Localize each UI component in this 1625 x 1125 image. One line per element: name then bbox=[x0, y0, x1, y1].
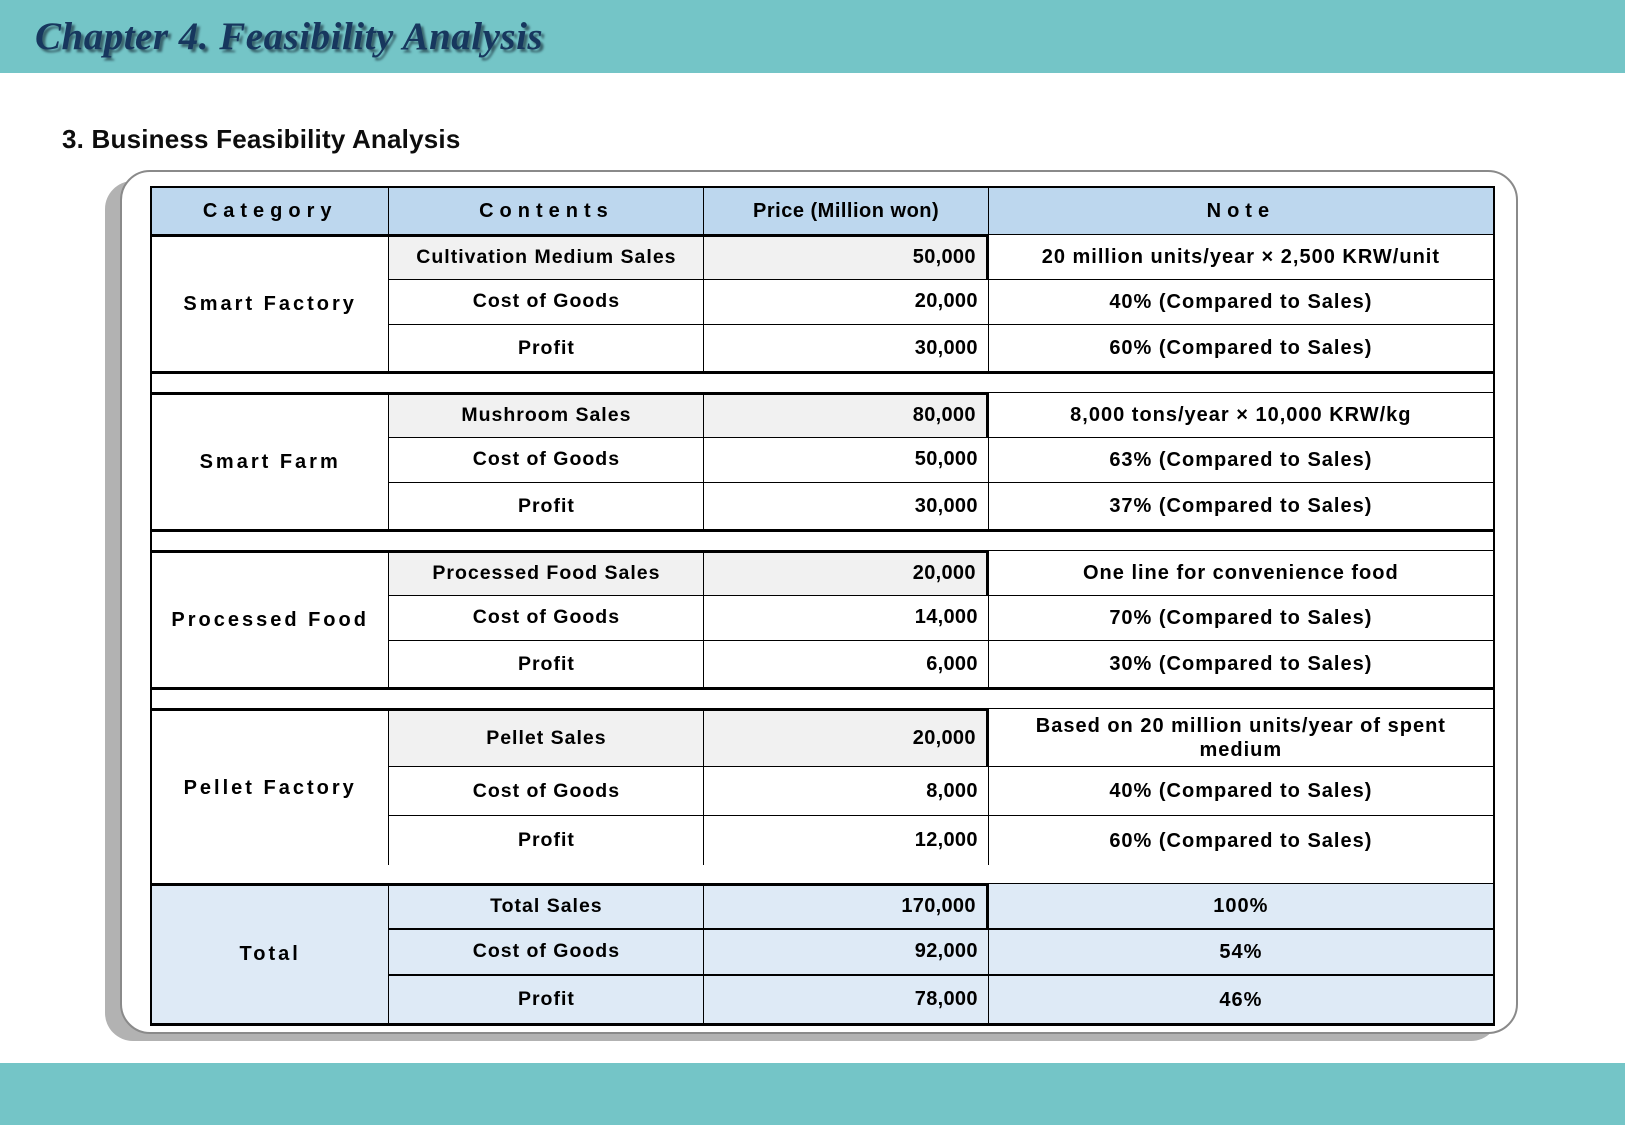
table-group-processed-food: Processed Food Processed Food Sales 20,000… bbox=[152, 550, 1493, 690]
group-spacer bbox=[152, 532, 1493, 550]
note-cell: 60% (Compared to Sales) bbox=[988, 816, 1493, 865]
header-contents: Contents bbox=[389, 188, 705, 234]
contents-cell: Total Sales bbox=[389, 883, 705, 930]
header-category: Category bbox=[152, 188, 390, 234]
price-cell: 20,000 bbox=[704, 708, 989, 767]
group-spacer bbox=[152, 374, 1493, 392]
price-cell: 30,000 bbox=[704, 483, 989, 529]
category-cell-total: Total bbox=[152, 883, 390, 1023]
contents-cell: Cost of Goods bbox=[389, 767, 705, 816]
contents-cell: Profit bbox=[389, 641, 705, 687]
contents-cell: Pellet Sales bbox=[389, 708, 705, 767]
table-group-smart-farm: Smart Farm Mushroom Sales 80,000 8,000 tons… bbox=[152, 392, 1493, 532]
footer-band bbox=[0, 1063, 1625, 1125]
note-cell: 40% (Compared to Sales) bbox=[988, 279, 1493, 326]
price-cell: 6,000 bbox=[704, 641, 989, 687]
price-cell: 170,000 bbox=[704, 883, 989, 930]
note-cell: 30% (Compared to Sales) bbox=[988, 641, 1493, 687]
price-cell: 20,000 bbox=[704, 279, 989, 326]
contents-cell: Cost of Goods bbox=[389, 437, 705, 484]
chapter-title: Chapter 4. Feasibility Analysis bbox=[35, 15, 544, 58]
price-cell: 92,000 bbox=[704, 929, 989, 977]
note-cell: 63% (Compared to Sales) bbox=[988, 437, 1493, 484]
note-cell: 54% bbox=[988, 929, 1493, 977]
price-cell: 30,000 bbox=[704, 325, 989, 371]
category-cell-processed-food: Processed Food bbox=[152, 550, 390, 687]
table-panel: Category Contents Price (Million won) No… bbox=[120, 170, 1518, 1034]
header-price: Price (Million won) bbox=[704, 188, 989, 234]
table-group-total: Total Total Sales 170,000 100% Cost of Goods… bbox=[152, 883, 1493, 1023]
feasibility-table-body: Smart Factory Cultivation Medium Sales 50,… bbox=[152, 234, 1493, 1023]
price-cell: 20,000 bbox=[704, 550, 989, 596]
contents-cell: Profit bbox=[389, 325, 705, 371]
contents-cell: Profit bbox=[389, 816, 705, 865]
note-cell: 8,000 tons/year × 10,000 KRW/kg bbox=[988, 392, 1493, 438]
category-cell-smart-factory: Smart Factory bbox=[152, 234, 390, 371]
contents-cell: Profit bbox=[389, 976, 705, 1023]
contents-cell: Processed Food Sales bbox=[389, 550, 705, 596]
group-spacer bbox=[152, 865, 1493, 883]
table-group-pellet-factory: Pellet Factory Pellet Sales 20,000 Based on… bbox=[152, 708, 1493, 865]
price-cell: 12,000 bbox=[704, 816, 989, 865]
price-cell: 14,000 bbox=[704, 595, 989, 642]
contents-cell: Mushroom Sales bbox=[389, 392, 705, 438]
price-cell: 80,000 bbox=[704, 392, 989, 438]
note-cell: 46% bbox=[988, 976, 1493, 1023]
note-cell: 60% (Compared to Sales) bbox=[988, 325, 1493, 371]
note-cell: 40% (Compared to Sales) bbox=[988, 767, 1493, 816]
feasibility-table: Category Contents Price (Million won) No… bbox=[150, 186, 1495, 1026]
note-cell: 20 million units/year × 2,500 KRW/unit bbox=[988, 234, 1493, 280]
price-cell: 50,000 bbox=[704, 234, 989, 280]
header-note: Note bbox=[988, 188, 1493, 234]
note-cell: Based on 20 million units/year of spent … bbox=[988, 708, 1493, 767]
chapter-header-band: Chapter 4. Feasibility Analysis bbox=[0, 0, 1625, 73]
table-group-smart-factory: Smart Factory Cultivation Medium Sales 50,… bbox=[152, 234, 1493, 374]
category-cell-pellet-factory: Pellet Factory bbox=[152, 708, 390, 865]
section-heading: 3. Business Feasibility Analysis bbox=[62, 124, 461, 154]
price-cell: 78,000 bbox=[704, 976, 989, 1023]
contents-cell: Cost of Goods bbox=[389, 279, 705, 326]
price-cell: 8,000 bbox=[704, 767, 989, 816]
note-cell: 37% (Compared to Sales) bbox=[988, 483, 1493, 529]
note-cell: 100% bbox=[988, 883, 1493, 930]
note-cell: One line for convenience food bbox=[988, 550, 1493, 596]
contents-cell: Cultivation Medium Sales bbox=[389, 234, 705, 280]
group-spacer bbox=[152, 690, 1493, 708]
contents-cell: Cost of Goods bbox=[389, 595, 705, 642]
table-header-row: Category Contents Price (Million won) No… bbox=[152, 188, 1493, 234]
note-cell: 70% (Compared to Sales) bbox=[988, 595, 1493, 642]
contents-cell: Profit bbox=[389, 483, 705, 529]
price-cell: 50,000 bbox=[704, 437, 989, 484]
contents-cell: Cost of Goods bbox=[389, 929, 705, 977]
category-cell-smart-farm: Smart Farm bbox=[152, 392, 390, 529]
